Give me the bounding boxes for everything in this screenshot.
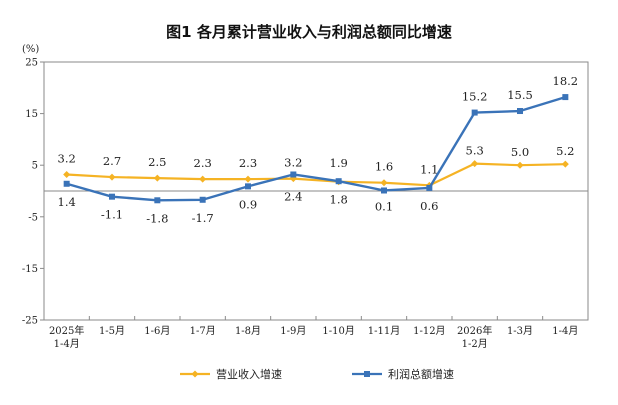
profit-point: [290, 171, 297, 178]
profit-data-label: -1.8: [146, 211, 168, 225]
x-tick-label: 1-7月: [190, 325, 216, 337]
profit-data-label: 3.2: [284, 155, 302, 169]
legend-marker: [191, 370, 199, 378]
revenue-point: [244, 175, 252, 183]
profit-data-label: -1.1: [101, 208, 123, 222]
legend-marker: [364, 371, 370, 377]
y-tick-label: -25: [22, 316, 38, 327]
profit-point: [109, 193, 115, 200]
revenue-data-label: 2.7: [103, 154, 121, 168]
revenue-point: [108, 173, 116, 181]
revenue-point: [471, 160, 479, 168]
y-tick-label: -5: [28, 212, 38, 223]
x-tick-label: 2025年: [49, 324, 84, 337]
revenue-point: [516, 161, 524, 169]
profit-point: [471, 109, 478, 116]
profit-data-label: 0.1: [375, 199, 393, 213]
profit-point: [517, 108, 523, 115]
y-tick-label: -15: [22, 264, 38, 275]
profit-point: [63, 180, 70, 187]
series-line-profit: [66, 95, 566, 202]
legend-label: 利润总额增速: [388, 367, 454, 381]
profit-point: [381, 187, 387, 194]
y-tick-label: 25: [25, 58, 38, 69]
profit-data-label: 15.5: [507, 88, 533, 102]
revenue-point: [380, 179, 388, 187]
y-tick-label: 15: [25, 109, 38, 120]
legend-label: 营业收入增速: [216, 367, 282, 381]
legend: 营业收入增速 利润总额增速: [180, 367, 454, 381]
y-tick-label: 5: [32, 161, 38, 172]
revenue-data-label: 5.0: [511, 145, 529, 159]
revenue-data-label: 2.3: [194, 156, 212, 170]
profit-point: [562, 94, 569, 101]
x-tick-label: 1-9月: [280, 325, 306, 337]
revenue-point: [153, 174, 161, 182]
chart-title: 图1 各月累计营业收入与利润总额同比增速: [166, 23, 452, 41]
profit-data-label: 0.6: [420, 199, 438, 213]
x-tick-label: 1-11月: [368, 325, 400, 337]
revenue-data-label: 5.3: [466, 144, 484, 158]
profit-data-label: 15.2: [462, 90, 488, 104]
x-tick-label: 1-10月: [322, 325, 354, 337]
revenue-data-label: 1.1: [420, 162, 438, 176]
profit-data-label: 0.9: [239, 197, 257, 211]
revenue-data-label: 2.5: [148, 155, 166, 169]
revenue-point: [561, 160, 569, 168]
profit-point: [199, 196, 206, 203]
x-tick-label: 1-6月: [144, 325, 170, 337]
profit-point: [335, 178, 342, 185]
profit-data-label: -1.7: [192, 211, 214, 225]
revenue-data-label: 3.2: [58, 151, 76, 165]
profit-data-label: 1.9: [330, 156, 348, 170]
revenue-data-label: 1.6: [375, 160, 393, 174]
x-tick-label: 1-4月: [552, 325, 578, 337]
x-tick-label: 2026年: [457, 324, 492, 337]
x-tick-label: 1-5月: [99, 325, 125, 337]
x-tick-label: 1-2月: [462, 338, 488, 350]
x-tick-label: 1-8月: [235, 325, 261, 337]
revenue-data-label: 2.3: [239, 156, 257, 170]
revenue-point: [199, 175, 207, 183]
x-tick-label: 1-3月: [507, 325, 533, 337]
profit-data-label: 18.2: [553, 74, 579, 88]
x-tick-label: 1-4月: [54, 338, 80, 350]
revenue-point: [63, 170, 71, 178]
y-unit-label: (%): [22, 44, 39, 55]
series-line-revenue: [66, 162, 566, 187]
revenue-data-label: 5.2: [556, 144, 574, 158]
profit-point: [154, 197, 161, 204]
profit-data-label: 1.4: [58, 195, 76, 209]
revenue-data-label: 1.8: [330, 193, 348, 207]
revenue-data-label: 2.4: [284, 190, 302, 204]
profit-point: [245, 183, 251, 190]
x-tick-label: 1-12月: [413, 325, 445, 337]
profit-point: [426, 184, 433, 191]
